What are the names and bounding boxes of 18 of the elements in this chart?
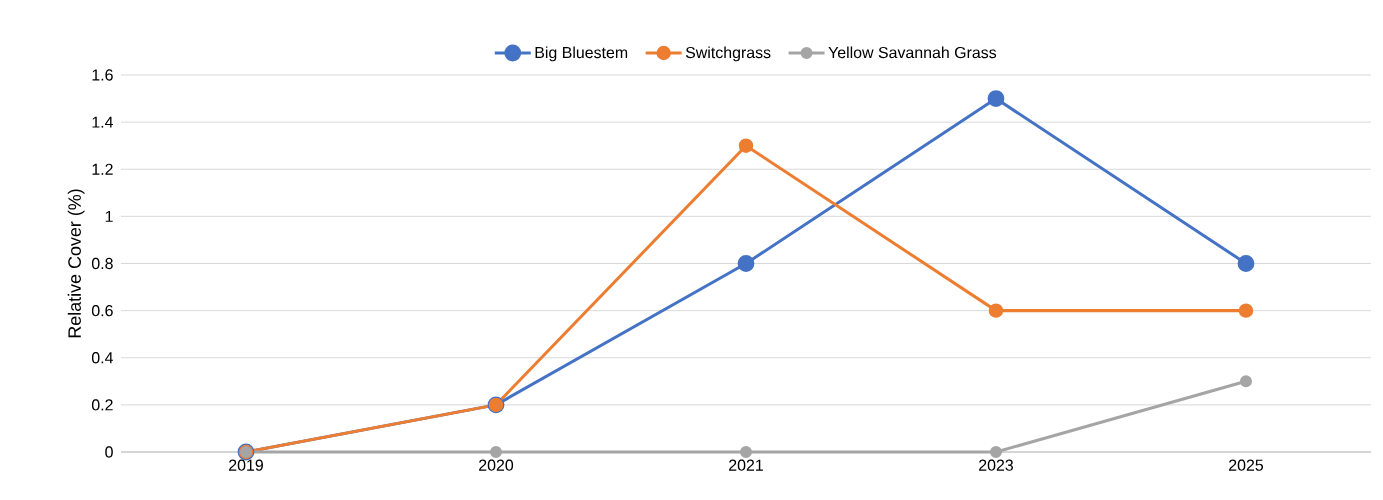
y-tick-label: 0.2 — [91, 399, 113, 411]
y-tick-label: 0 — [105, 446, 113, 458]
x-tick-label: 2020 — [479, 459, 514, 471]
x-tick-label: 2025 — [1229, 459, 1264, 471]
legend-label: Big Bluestem — [535, 46, 628, 62]
y-tick-label: 1.6 — [92, 69, 113, 81]
y-axis-title: Relative Cover (%) — [67, 189, 85, 338]
x-tick-label: 2021 — [729, 459, 763, 471]
y-tick-label: 1.2 — [92, 163, 113, 175]
y-tick-label: 1 — [105, 210, 113, 222]
y-tick-label: 0.4 — [91, 352, 114, 364]
legend-label: Yellow Savannah Grass — [828, 46, 997, 59]
x-tick-label: 2019 — [229, 459, 263, 471]
y-tick-label: 1.4 — [92, 116, 114, 128]
legend-label: Switchgrass — [685, 46, 771, 62]
y-tick-label: 0.8 — [91, 257, 113, 270]
x-tick-label: 2023 — [979, 459, 1013, 471]
y-tick-label: 0.6 — [91, 304, 113, 317]
